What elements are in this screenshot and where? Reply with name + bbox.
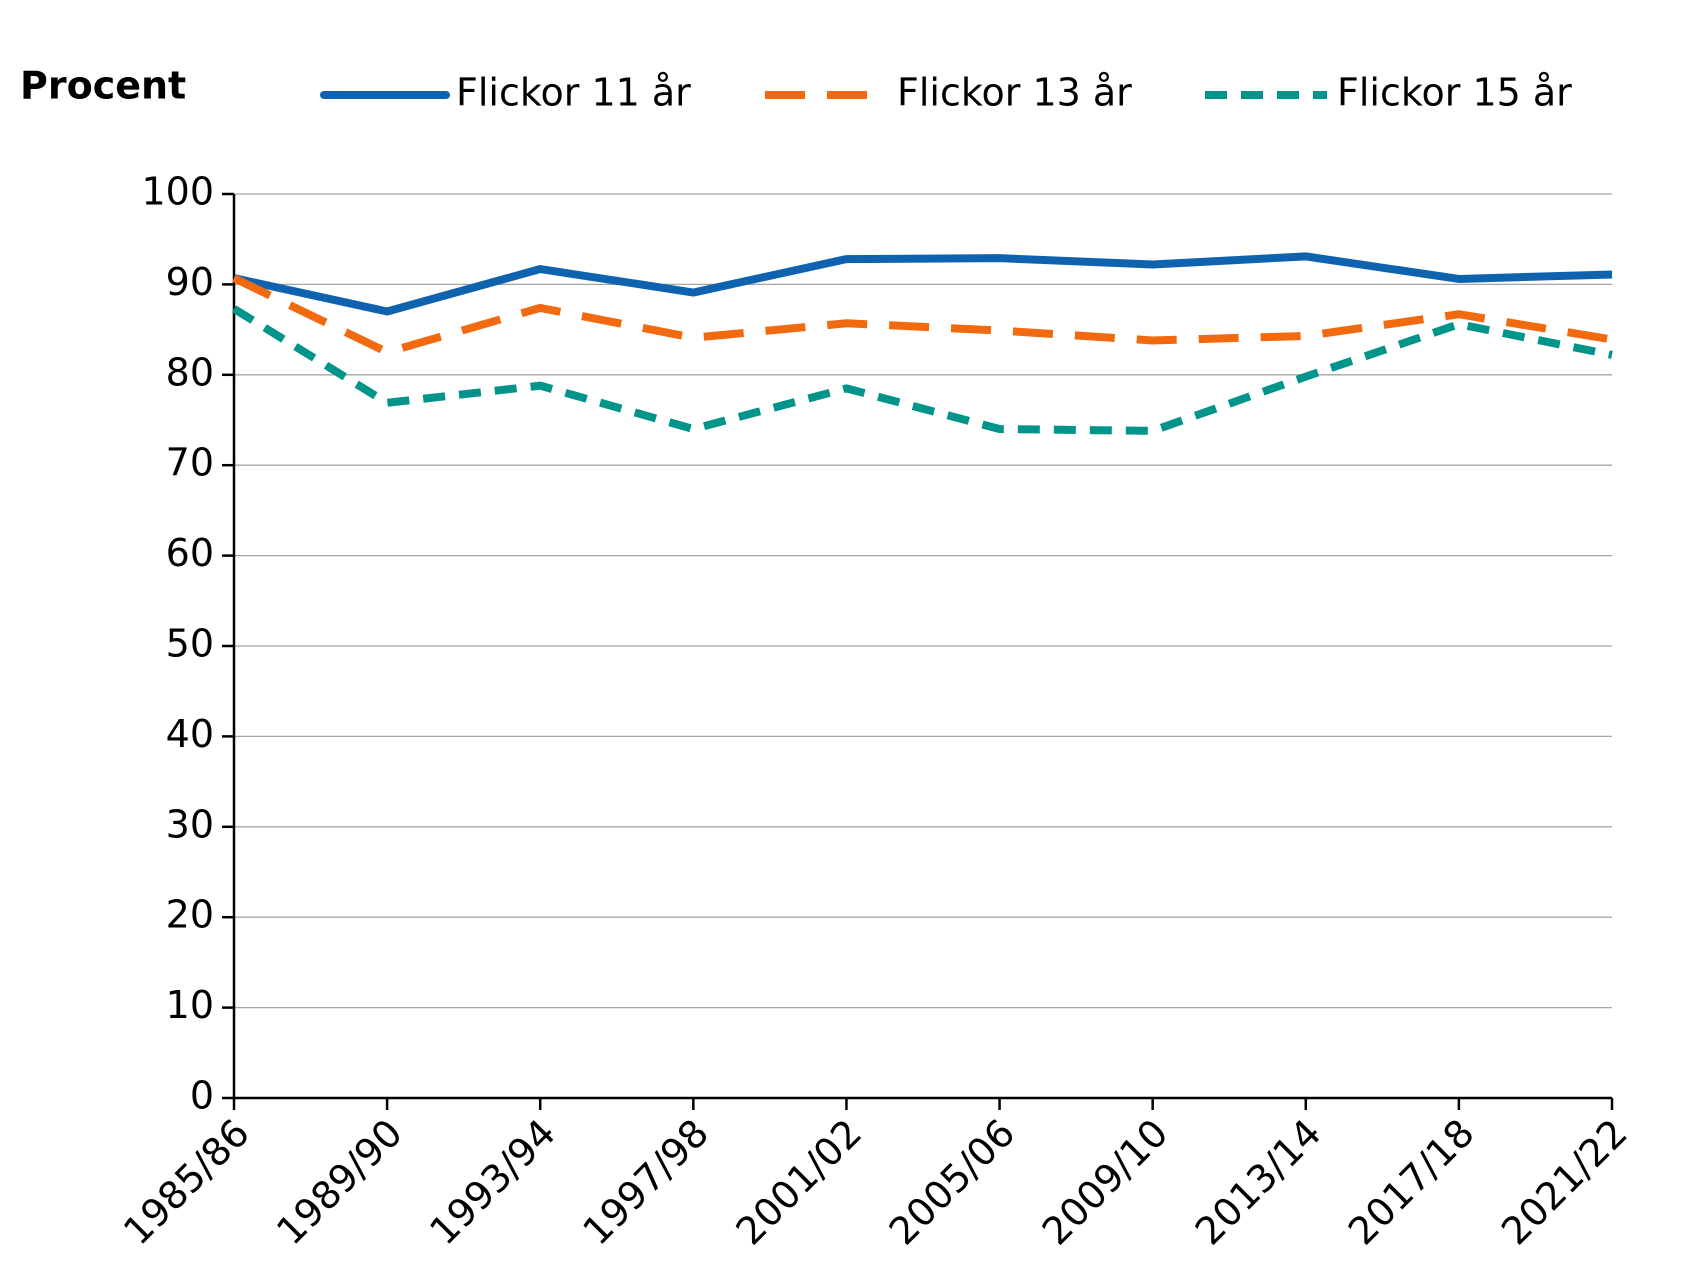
y-tick-label: 90 bbox=[166, 260, 214, 304]
legend-label: Flickor 11 år bbox=[456, 71, 691, 115]
y-tick-label: 60 bbox=[166, 531, 214, 575]
y-tick-label: 70 bbox=[166, 441, 214, 485]
line-series bbox=[231, 305, 1613, 435]
x-tick-label: 2001/02 bbox=[727, 1111, 870, 1254]
y-tick-label: 80 bbox=[166, 350, 214, 394]
legend-label: Flickor 15 år bbox=[1337, 71, 1572, 115]
y-tick-label: 100 bbox=[141, 170, 214, 214]
x-tick-label: 1989/90 bbox=[268, 1111, 411, 1254]
x-tick-label: 1993/94 bbox=[421, 1111, 564, 1254]
x-tick-label: 2009/10 bbox=[1034, 1111, 1177, 1254]
x-tick-label: 1997/98 bbox=[574, 1111, 717, 1254]
y-tick-label: 50 bbox=[166, 622, 214, 666]
line-series bbox=[233, 252, 1613, 316]
x-tick-label: 2005/06 bbox=[881, 1111, 1024, 1254]
y-tick-label: 30 bbox=[166, 802, 214, 846]
x-tick-label: 1985/86 bbox=[115, 1111, 258, 1254]
y-tick-label: 10 bbox=[166, 983, 214, 1027]
y-tick-label: 40 bbox=[166, 712, 214, 756]
x-tick-label: 2017/18 bbox=[1340, 1111, 1483, 1254]
y-tick-label: 20 bbox=[166, 893, 214, 937]
x-tick-label: 2021/22 bbox=[1493, 1111, 1636, 1254]
x-tick-label: 2013/14 bbox=[1187, 1111, 1330, 1254]
y-axis-label: Procent bbox=[20, 64, 186, 108]
legend-label: Flickor 13 år bbox=[897, 71, 1132, 115]
y-tick-label: 0 bbox=[190, 1074, 214, 1118]
line-series bbox=[232, 274, 1613, 357]
